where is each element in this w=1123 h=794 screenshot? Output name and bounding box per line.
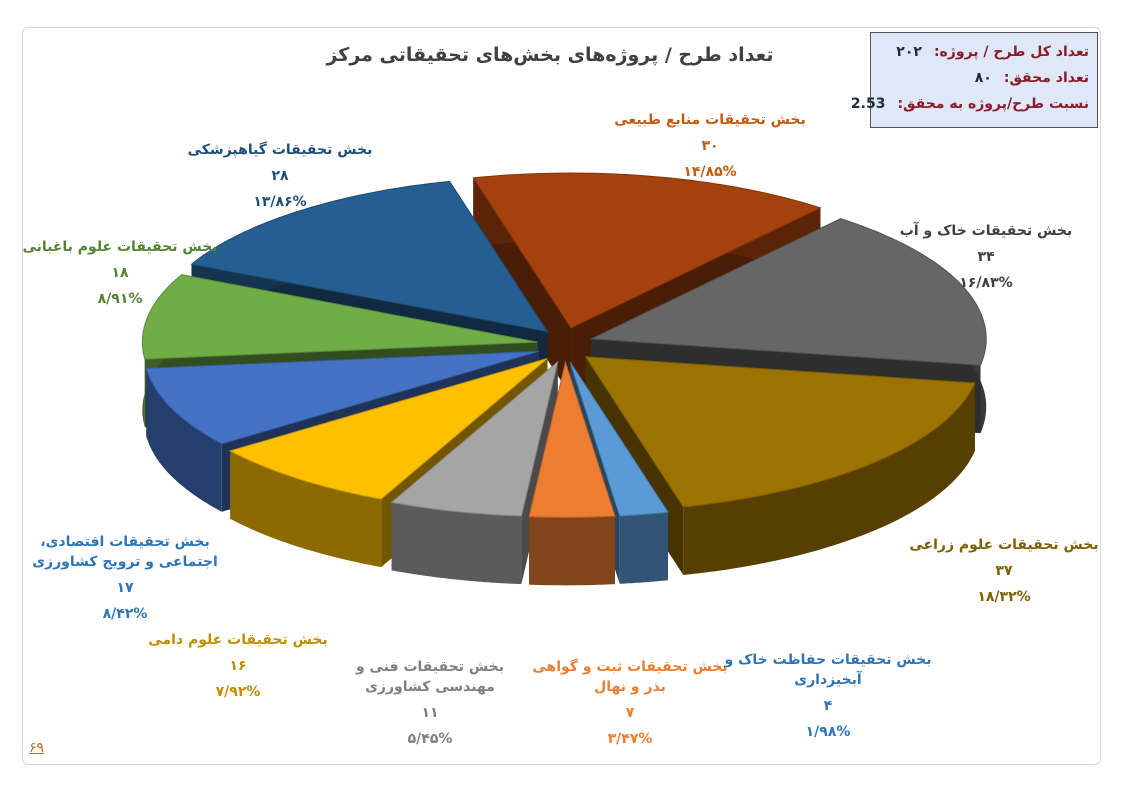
slice-percent: ۱۶/۸۳% xyxy=(959,275,1013,291)
chart-title: تعداد طرح / پروژه‌های بخش‌های تحقیقاتی م… xyxy=(326,44,774,66)
slice-label-natural-resources: بخش تحقیقات منابع طبیعی ۳۰ ۱۴/۸۵% xyxy=(590,110,830,182)
slice-percent: ۱۳/۸۶% xyxy=(253,194,307,210)
info-researchers-label: تعداد محقق: xyxy=(1003,70,1089,86)
slice-label-economics: بخش تحقیقات اقتصادی، اجتماعی و ترویج کشا… xyxy=(30,532,220,624)
pie-slice xyxy=(472,172,822,329)
slice-name: بخش تحقیقات علوم دامی xyxy=(148,632,328,648)
slice-value: ۴ xyxy=(823,698,833,714)
slice-name: بخش تحقیقات علوم باغبانی xyxy=(22,239,218,255)
slice-percent: ۵/۴۵% xyxy=(407,731,453,747)
slice-label-seed-certification: بخش تحقیقات ثبت و گواهی بذر و نهال ۷ ۳/۴… xyxy=(530,657,730,749)
pie-slice xyxy=(569,361,669,517)
pie-slice-rim xyxy=(391,502,522,585)
pie-slice xyxy=(190,180,549,333)
slice-label-animal-science: بخش تحقیقات علوم دامی ۱۶ ۷/۹۲% xyxy=(118,630,358,702)
slice-label-horticulture: بخش تحقیقات علوم باغبانی ۱۸ ۸/۹۱% xyxy=(0,237,240,309)
pie-slice xyxy=(390,360,559,517)
pie-slice-rim xyxy=(529,516,615,586)
info-ratio-value: 2.53 xyxy=(850,96,886,112)
slice-label-agronomy: بخش تحقیقات علوم زراعی ۳۷ ۱۸/۳۲% xyxy=(884,535,1123,607)
pie-slice xyxy=(145,350,540,445)
info-researchers-value: ۸۰ xyxy=(974,70,992,86)
slice-percent: ۳/۴۷% xyxy=(607,731,653,747)
slice-label-plant-protection: بخش تحقیقات گیاهپزشکی ۲۸ ۱۳/۸۶% xyxy=(160,140,400,212)
info-total-row: تعداد کل طرح / پروژه: ۲۰۲ xyxy=(879,39,1089,65)
pie-slice-rim xyxy=(146,368,222,512)
pie-slice-rim xyxy=(230,450,382,568)
slice-name: بخش تحقیقات منابع طبیعی xyxy=(614,112,806,128)
info-researchers-row: تعداد محقق: ۸۰ xyxy=(879,65,1089,91)
slice-value: ۱۷ xyxy=(116,580,134,596)
slice-name: بخش تحقیقات علوم زراعی xyxy=(909,537,1099,553)
info-box: تعداد کل طرح / پروژه: ۲۰۲ تعداد محقق: ۸۰… xyxy=(851,32,1098,128)
slice-value: ۲۸ xyxy=(271,168,289,184)
slice-label-engineering: بخش تحقیقات فنی و مهندسی کشاورزی ۱۱ ۵/۴۵… xyxy=(330,657,530,749)
slice-label-soil-water: بخش تحقیقات خاک و آب ۳۴ ۱۶/۸۳% xyxy=(866,221,1106,293)
slice-percent: ۸/۹۱% xyxy=(97,291,143,307)
slice-percent: ۱۴/۸۵% xyxy=(683,164,737,180)
slice-name: بخش تحقیقات گیاهپزشکی xyxy=(187,142,373,158)
slice-name: بخش تحقیقات اقتصادی، اجتماعی و ترویج کشا… xyxy=(32,534,218,570)
pie-slice xyxy=(528,360,616,518)
slice-name: بخش تحقیقات فنی و مهندسی کشاورزی xyxy=(355,659,505,695)
slice-value: ۳۴ xyxy=(977,249,995,265)
slice-percent: ۱۸/۳۲% xyxy=(977,589,1031,605)
info-ratio-row: نسبت طرح/پروژه به محقق: 2.53 xyxy=(851,91,1089,117)
pie-slice xyxy=(584,356,976,508)
pie-slice-rim xyxy=(619,512,668,584)
slice-value: ۱۶ xyxy=(229,658,247,674)
pie-slice xyxy=(228,358,548,500)
slice-name: بخش تحقیقات حفاظت خاک و آبخیزداری xyxy=(724,652,932,688)
slice-value: ۳۰ xyxy=(701,138,719,154)
slice-label-watershed: بخش تحقیقات حفاظت خاک و آبخیزداری ۴ ۱/۹۸… xyxy=(718,650,938,742)
pie-slice xyxy=(589,218,987,366)
slice-value: ۱۱ xyxy=(421,705,439,721)
slice-percent: ۸/۴۲% xyxy=(102,606,148,622)
slice-percent: ۱/۹۸% xyxy=(805,724,851,740)
pie-slice xyxy=(141,274,538,360)
slice-name: بخش تحقیقات ثبت و گواهی بذر و نهال xyxy=(532,659,728,695)
slice-value: ۱۸ xyxy=(111,265,129,281)
info-ratio-label: نسبت طرح/پروژه به محقق: xyxy=(897,96,1089,112)
slice-value: ۳۷ xyxy=(995,563,1013,579)
slice-value: ۷ xyxy=(625,705,635,721)
slice-percent: ۷/۹۲% xyxy=(215,684,261,700)
page-number: ۶۹ xyxy=(29,740,45,756)
slice-name: بخش تحقیقات خاک و آب xyxy=(899,223,1073,239)
info-total-label: تعداد کل طرح / پروژه: xyxy=(933,44,1089,60)
info-total-value: ۲۰۲ xyxy=(896,44,922,60)
